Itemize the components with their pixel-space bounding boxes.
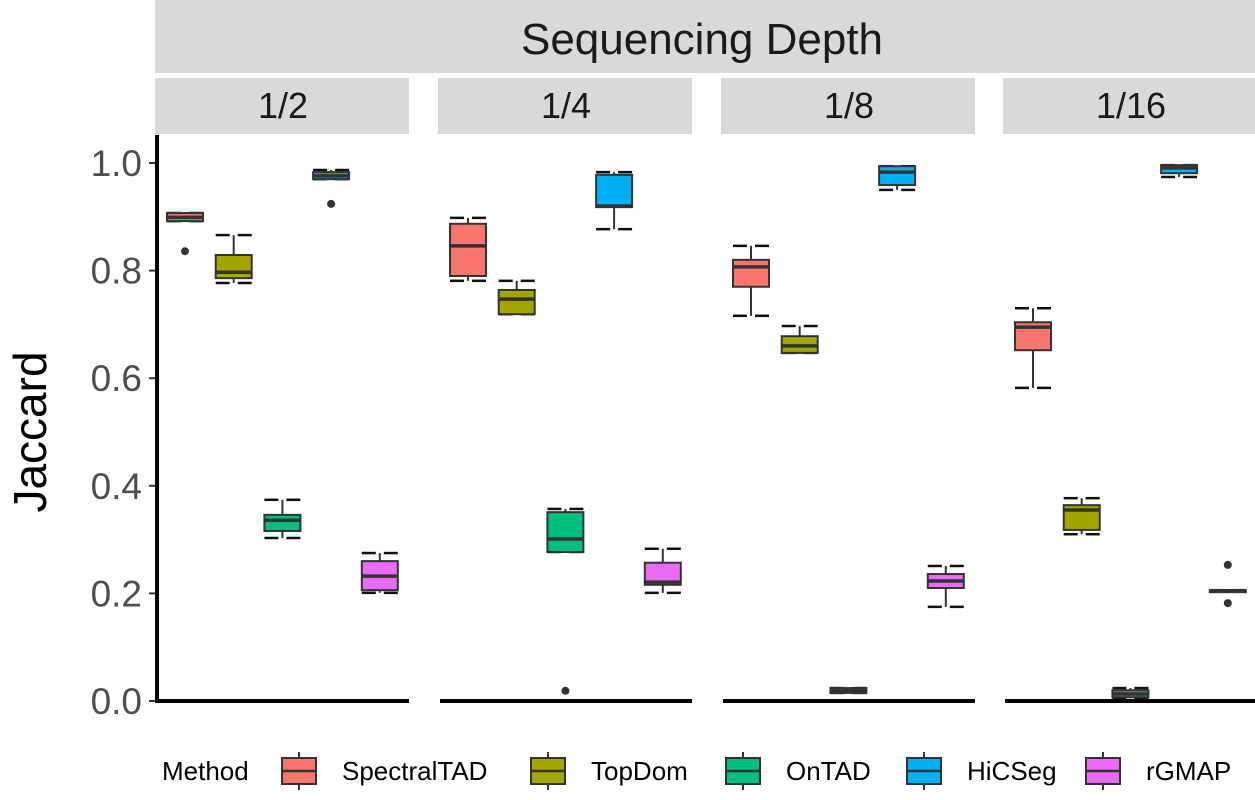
outlier-point (1223, 560, 1232, 569)
facet-title: Sequencing Depth (521, 15, 883, 64)
y-tick-label: 1.0 (91, 143, 142, 184)
panel-1-16: 1/16 (1003, 78, 1255, 703)
box-iqr (497, 288, 536, 316)
box-iqr (643, 561, 682, 586)
box-hicseg (1160, 163, 1199, 179)
panel-label: 1/8 (824, 85, 874, 126)
legend-item-hicseg: HiCSeg (906, 752, 1057, 790)
panel-strip (155, 78, 409, 134)
outlier-point (561, 686, 570, 695)
legend-label: HiCSeg (967, 756, 1057, 786)
y-tick-label: 0.8 (91, 251, 142, 292)
box-topdom (497, 279, 536, 316)
panel-strip (721, 78, 975, 134)
box-iqr (546, 511, 585, 553)
box-topdom (214, 233, 253, 285)
legend-label: TopDom (591, 756, 688, 786)
box-rgmap (643, 547, 682, 595)
panel-1-8: 1/8 (721, 78, 975, 703)
legend: Method SpectralTAD TopDom OnTAD HiCSeg rGMAP (162, 752, 1231, 790)
panel-label: 1/16 (1096, 85, 1166, 126)
box-iqr (732, 258, 770, 288)
facet-title-strip (155, 0, 1255, 73)
outlier-point (327, 199, 336, 208)
box-spectraltad (1014, 307, 1052, 390)
box-rgmap (360, 551, 399, 595)
legend-item-topdom: TopDom (530, 752, 688, 790)
outlier-point (1223, 599, 1232, 608)
legend-label: SpectralTAD (342, 756, 487, 786)
legend-item-rgmap: rGMAP (1085, 752, 1231, 790)
legend-item-ontad: OnTAD (725, 752, 871, 790)
panel-1-4: 1/4 (438, 78, 692, 703)
box-topdom (780, 324, 819, 355)
box-spectraltad (166, 211, 204, 256)
box-spectraltad (449, 216, 487, 283)
box-ontad (263, 498, 302, 540)
legend-item-spectraltad: SpectralTAD (281, 752, 487, 790)
panel-label: 1/2 (258, 85, 308, 126)
legend-label: rGMAP (1146, 756, 1231, 786)
box-hicseg (878, 164, 917, 192)
box-iqr (214, 253, 253, 280)
box-iqr (449, 222, 487, 277)
box-ontad (829, 686, 868, 695)
panel-label: 1/4 (541, 85, 591, 126)
box-ontad (546, 507, 585, 695)
panel-strip (1003, 78, 1255, 134)
y-tick-label: 0.6 (91, 358, 142, 399)
y-tick-label: 0.0 (91, 681, 142, 722)
panel-strip (438, 78, 692, 134)
y-tick-label: 0.4 (91, 466, 142, 507)
box-iqr (595, 173, 634, 209)
box-ontad (1111, 686, 1150, 700)
box-topdom (1062, 496, 1101, 536)
box-rgmap (1208, 560, 1247, 608)
box-hicseg (595, 170, 634, 231)
box-rgmap (926, 564, 965, 609)
box-iqr (878, 165, 917, 187)
box-iqr (263, 513, 302, 532)
box-spectraltad (732, 244, 770, 318)
panel-1-2: 1/2 (155, 78, 409, 703)
legend-label: OnTAD (786, 756, 871, 786)
outlier-point (181, 247, 189, 256)
box-hicseg (312, 168, 351, 208)
y-tick-label: 0.2 (91, 573, 142, 614)
y-axis-label: Jaccard (4, 351, 56, 512)
legend-title: Method (162, 756, 249, 786)
